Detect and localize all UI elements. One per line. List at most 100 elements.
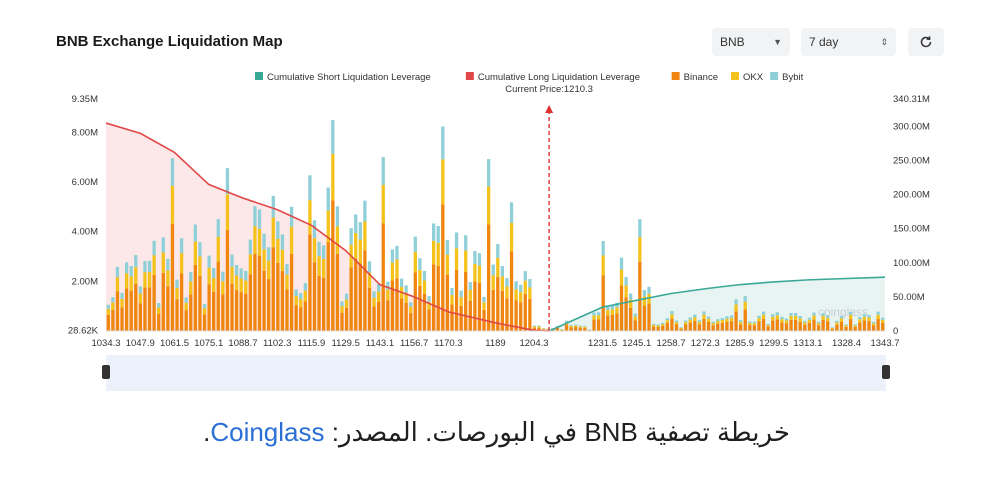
bar-okx — [239, 278, 243, 293]
bar-binance — [349, 267, 353, 331]
bar-bybit — [253, 206, 257, 227]
bar-okx — [803, 322, 807, 325]
source-link[interactable]: Coinglass — [210, 417, 325, 447]
y-left-tick-1: 8.00M — [72, 127, 98, 138]
bar-okx — [436, 242, 440, 266]
bar-okx — [775, 315, 779, 320]
time-range-select[interactable]: 7 day ⇕ — [801, 28, 896, 56]
bar-binance — [340, 312, 344, 331]
bar-okx — [734, 304, 738, 312]
bar-okx — [761, 314, 766, 319]
y-right-tick-6: 50.00M — [893, 292, 925, 303]
caption-end: . — [203, 417, 211, 447]
bar-binance — [693, 320, 697, 331]
bar-bybit — [688, 317, 692, 320]
bar-bybit — [464, 235, 468, 251]
bar-binance — [656, 326, 660, 331]
bar-bybit — [445, 240, 450, 255]
bar-binance — [225, 230, 230, 331]
bar-binance — [583, 327, 587, 331]
bar-bybit — [803, 320, 807, 323]
bar-binance — [853, 326, 857, 331]
bar-bybit — [244, 270, 248, 281]
x-tick-5: 1102.3 — [263, 338, 291, 349]
bar-bybit — [317, 241, 321, 257]
bar-bybit — [491, 264, 495, 276]
bar-binance — [367, 287, 372, 331]
bar-bybit — [212, 267, 216, 279]
bar-bybit — [106, 304, 110, 309]
bar-bybit — [299, 293, 303, 300]
bar-bybit — [642, 289, 647, 297]
bar-okx — [766, 325, 770, 327]
refresh-button[interactable] — [908, 28, 944, 56]
bar-bybit — [789, 312, 793, 316]
bar-bybit — [862, 313, 867, 317]
bar-bybit — [276, 221, 280, 239]
bar-okx — [848, 314, 853, 320]
bar-okx — [793, 315, 798, 320]
bar-binance — [422, 293, 427, 331]
bar-binance — [207, 284, 211, 331]
bar-bybit — [418, 258, 422, 270]
x-tick-4: 1088.7 — [228, 338, 257, 349]
bar-bybit — [377, 284, 381, 292]
bar-binance — [629, 307, 633, 331]
bar-binance — [184, 310, 188, 331]
bar-binance — [665, 323, 669, 331]
bar-okx — [867, 317, 871, 322]
bar-okx — [340, 306, 344, 313]
bar-bybit — [606, 305, 610, 310]
bar-bybit — [335, 206, 340, 227]
bar-bybit — [441, 126, 445, 160]
bar-bybit — [129, 265, 133, 277]
bar-bybit — [830, 327, 834, 328]
bar-binance — [748, 325, 752, 331]
legend-swatch-2 — [671, 72, 680, 80]
bar-bybit — [202, 304, 207, 309]
bar-bybit — [670, 311, 674, 315]
bar-okx — [289, 226, 294, 254]
bar-binance — [477, 282, 482, 331]
bar-binance — [642, 305, 647, 331]
coin-select[interactable]: BNB ▼ — [712, 28, 790, 56]
bar-binance — [496, 277, 500, 331]
short-liquidation-line — [548, 276, 886, 332]
bar-bybit — [386, 281, 390, 290]
bar-okx — [322, 259, 326, 278]
bar-bybit — [340, 301, 344, 307]
bar-bybit — [739, 320, 743, 322]
range-handle-left[interactable] — [102, 365, 110, 379]
bar-okx — [276, 238, 280, 263]
bar-bybit — [230, 254, 234, 267]
bar-binance — [418, 285, 422, 331]
bar-okx — [656, 325, 660, 327]
bar-binance — [537, 327, 541, 331]
bar-okx — [184, 302, 188, 311]
bar-bybit — [409, 302, 413, 307]
bar-bybit — [482, 296, 486, 303]
bar-okx — [816, 323, 821, 326]
bar-okx — [152, 255, 156, 276]
bar-binance — [459, 305, 463, 331]
y-right-tick-4: 150.00M — [893, 224, 930, 235]
bar-binance — [267, 279, 271, 331]
y-right-tick-1: 300.00M — [893, 121, 930, 132]
bar-binance — [312, 262, 317, 331]
bar-bybit — [486, 159, 491, 187]
bar-binance — [193, 264, 198, 331]
bar-okx — [706, 318, 711, 322]
bar-bybit — [761, 311, 766, 315]
bar-okx — [294, 296, 298, 306]
bar-binance — [344, 307, 349, 331]
bar-okx — [862, 316, 867, 321]
bar-binance — [670, 318, 674, 331]
y-left-tick-5: 28.62K — [68, 325, 99, 336]
bar-binance — [445, 274, 450, 331]
range-handle-right[interactable] — [882, 365, 890, 379]
x-tick-7: 1129.5 — [332, 338, 360, 349]
bar-binance — [111, 309, 115, 331]
bar-bybit — [179, 238, 184, 254]
bar-okx — [427, 301, 431, 310]
legend-swatch-1 — [465, 72, 474, 80]
